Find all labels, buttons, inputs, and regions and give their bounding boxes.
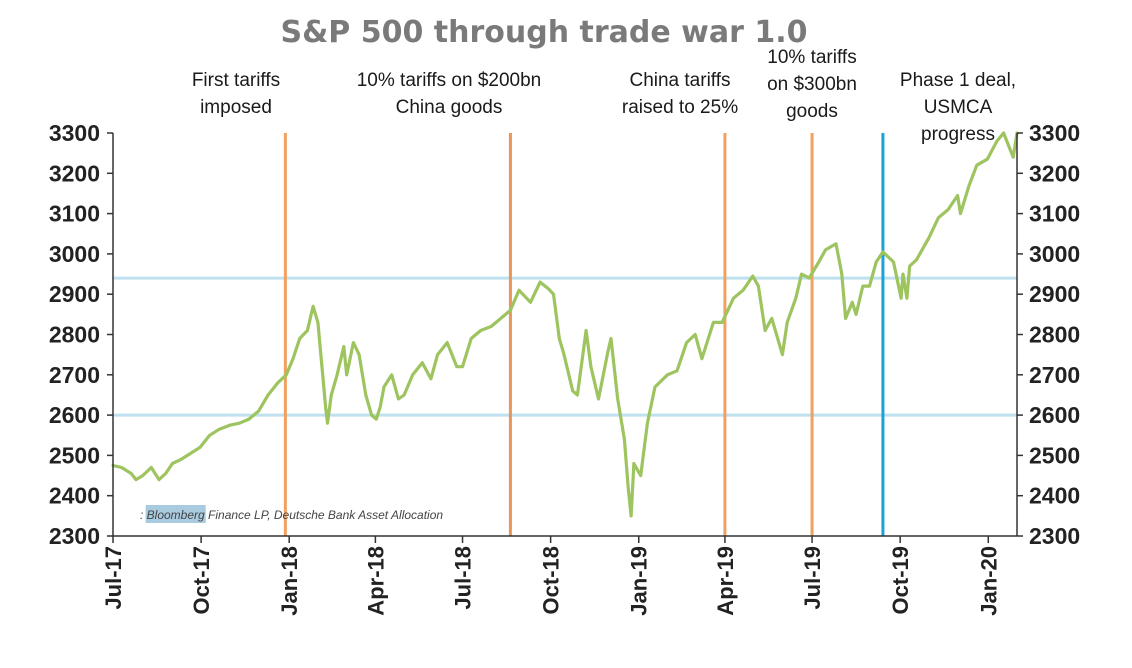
source-highlight bbox=[145, 505, 206, 523]
x-tick-label: Oct-19 bbox=[888, 546, 913, 614]
x-tick-label: Jan-20 bbox=[976, 546, 1001, 616]
event-annotation-1: 10% tariffs on $200bn bbox=[357, 70, 542, 91]
event-markers bbox=[283, 133, 885, 536]
x-tick-label: Oct-17 bbox=[189, 546, 214, 614]
x-tick-label: Jul-18 bbox=[451, 546, 476, 610]
event-annotation-2: raised to 25% bbox=[622, 97, 738, 118]
x-tick-label: Oct-18 bbox=[539, 546, 564, 614]
series-line-sp500 bbox=[111, 131, 1019, 518]
event-annotation-3: goods bbox=[786, 101, 838, 122]
y-tick-label-right: 2400 bbox=[1029, 483, 1080, 509]
y-tick-label-left: 2500 bbox=[49, 442, 100, 468]
x-tick-label-group: Oct-18 bbox=[539, 546, 564, 614]
y-tick-label-right: 3300 bbox=[1029, 120, 1080, 146]
y-tick-label-right: 3000 bbox=[1029, 241, 1080, 267]
y-tick-label-right: 2600 bbox=[1029, 402, 1080, 428]
y-tick-label-left: 3200 bbox=[49, 160, 100, 186]
x-tick-label: Jul-19 bbox=[800, 546, 825, 610]
y-tick-label-left: 3300 bbox=[49, 120, 100, 146]
event-annotation-3: on $300bn bbox=[767, 74, 857, 95]
x-tick-label: Apr-18 bbox=[363, 546, 388, 616]
event-annotation-4: USMCA bbox=[924, 97, 993, 118]
x-tick-label: Jul-17 bbox=[101, 546, 126, 610]
x-tick-label-group: Apr-18 bbox=[363, 546, 388, 616]
event-annotation-0: imposed bbox=[200, 97, 272, 118]
y-tick-label-right: 3200 bbox=[1029, 160, 1080, 186]
event-annotation-1: China goods bbox=[396, 97, 503, 118]
source-text: : Bloomberg Finance LP, Deutsche Bank As… bbox=[140, 508, 443, 522]
y-tick-label-right: 2800 bbox=[1029, 322, 1080, 348]
y-tick-label-left: 2600 bbox=[49, 402, 100, 428]
x-tick-label-group: Oct-17 bbox=[189, 546, 214, 614]
y-tick-label-right: 2900 bbox=[1029, 281, 1080, 307]
x-tick-label-group: Jan-18 bbox=[277, 546, 302, 616]
y-tick-label-left: 3100 bbox=[49, 201, 100, 227]
y-axis-left: 2300 2400 2500 2600 2700 2800 2900 3000 3100 3200… bbox=[49, 120, 113, 549]
y-axis-right: 2300 2400 2500 2600 2700 2800 2900 3000 3100 3200… bbox=[1017, 120, 1080, 549]
x-tick-label-group: Jul-18 bbox=[451, 546, 476, 610]
x-tick-label-group: Jul-17 bbox=[101, 546, 126, 610]
x-tick-label-group: Jan-19 bbox=[627, 546, 652, 616]
y-tick-label-right: 2300 bbox=[1029, 523, 1080, 549]
y-tick-label-right: 3100 bbox=[1029, 201, 1080, 227]
x-tick-label: Jan-19 bbox=[627, 546, 652, 616]
event-annotation-2: China tariffs bbox=[629, 70, 730, 91]
y-tick-label-left: 2300 bbox=[49, 523, 100, 549]
event-annotation-0: First tariffs bbox=[192, 70, 280, 91]
x-tick-label-group: Oct-19 bbox=[888, 546, 913, 614]
x-tick-label-group: Jul-19 bbox=[800, 546, 825, 610]
event-annotation-4: progress bbox=[921, 124, 995, 145]
x-axis: Jul-17 Oct-17 Jan-18 Apr-18 Jul-18 Oct-18 Jan-… bbox=[101, 536, 1001, 616]
event-annotation-3: 10% tariffs bbox=[767, 47, 856, 68]
event-annotations: First tariffs imposed 10% tariffs on $200b… bbox=[192, 47, 1016, 145]
chart-title: S&P 500 through trade war 1.0 bbox=[281, 15, 808, 50]
series-layer bbox=[111, 131, 1019, 518]
y-tick-label-left: 2900 bbox=[49, 281, 100, 307]
y-tick-label-left: 2700 bbox=[49, 362, 100, 388]
y-tick-label-right: 2500 bbox=[1029, 442, 1080, 468]
plot-axes bbox=[112, 133, 1018, 537]
event-annotation-4: Phase 1 deal, bbox=[900, 70, 1016, 91]
y-tick-label-left: 2400 bbox=[49, 483, 100, 509]
x-tick-label-group: Jan-20 bbox=[976, 546, 1001, 616]
reference-lines bbox=[113, 276, 1017, 417]
source-note: : Bloomberg Finance LP, Deutsche Bank As… bbox=[140, 505, 443, 523]
x-tick-label: Jan-18 bbox=[277, 546, 302, 616]
y-tick-label-right: 2700 bbox=[1029, 362, 1080, 388]
x-tick-label: Apr-19 bbox=[713, 546, 738, 616]
x-tick-label-group: Apr-19 bbox=[713, 546, 738, 616]
y-tick-label-left: 2800 bbox=[49, 322, 100, 348]
y-tick-label-left: 3000 bbox=[49, 241, 100, 267]
